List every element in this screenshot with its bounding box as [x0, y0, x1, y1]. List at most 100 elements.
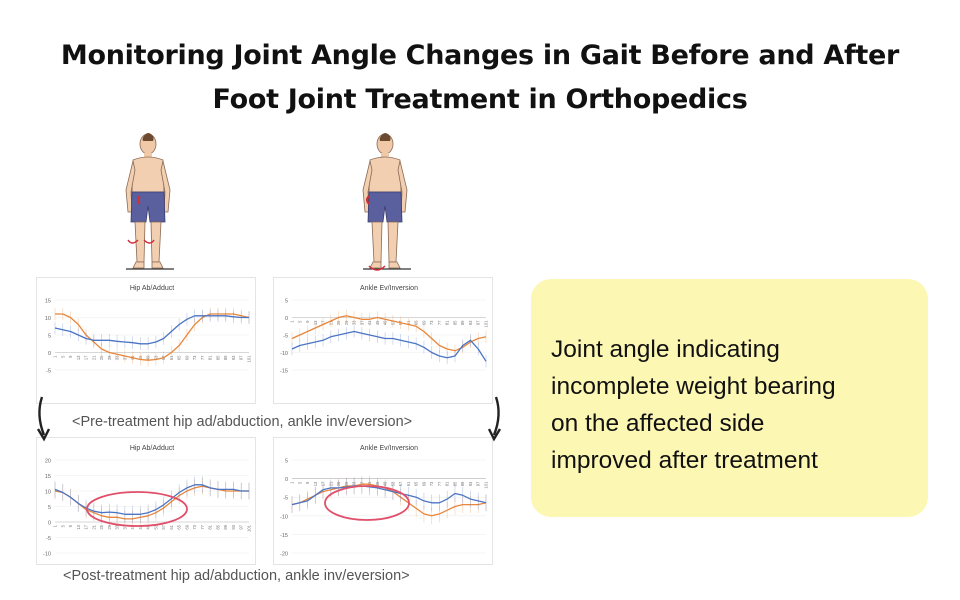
series-line-1 [291, 315, 487, 352]
x-tick-label: 5 [297, 320, 302, 323]
x-tick-label: 93 [231, 355, 236, 360]
y-tick-label: 15 [45, 474, 51, 480]
x-tick-label: 101 [484, 481, 489, 489]
x-tick-label: 25 [99, 355, 104, 360]
x-tick-label: 53 [153, 355, 158, 360]
x-tick-label: 5 [60, 355, 65, 358]
x-tick-label: 69 [184, 524, 189, 529]
series-line-1 [55, 313, 250, 361]
x-tick-label: 1 [290, 320, 295, 323]
y-tick-label: 5 [285, 459, 288, 465]
x-tick-label: 85 [215, 524, 220, 529]
x-tick-label: 5 [297, 481, 302, 484]
x-tick-label: 5 [60, 524, 65, 527]
x-tick-label: 1 [53, 355, 58, 358]
x-tick-label: 77 [200, 355, 205, 360]
caption-pre-treatment: <Pre-treatment hip ad/abduction, ankle i… [72, 414, 413, 430]
x-tick-label: 49 [146, 524, 151, 529]
x-tick-label: 65 [414, 481, 419, 486]
x-tick-label: 25 [336, 320, 341, 325]
x-tick-label: 21 [91, 355, 96, 360]
x-tick-label: 45 [375, 320, 380, 325]
x-tick-label: 37 [122, 355, 127, 360]
x-tick-label: 97 [476, 320, 481, 325]
x-tick-label: 85 [215, 355, 220, 360]
x-tick-label: 77 [200, 524, 205, 529]
x-tick-label: 29 [107, 524, 112, 529]
series-line-1 [291, 483, 487, 517]
y-tick-label: 10 [45, 490, 51, 496]
x-tick-label: 97 [239, 355, 244, 360]
chart-post-hip: Hip Ab/Adduct 20 15 10 5 0 -5 -10 1 5 9 13 17 21 25 29 3… [36, 437, 256, 565]
x-tick-label: 81 [445, 481, 450, 486]
page-title: Monitoring Joint Angle Changes in Gait B… [60, 40, 900, 115]
x-tick-label: 13 [313, 320, 318, 325]
x-tick-label: 49 [146, 355, 151, 360]
y-tick-label: -20 [280, 552, 288, 558]
x-tick-label: 93 [231, 524, 236, 529]
x-tick-label: 1 [290, 481, 295, 484]
x-tick-label: 81 [208, 355, 213, 360]
y-tick-label: -5 [46, 536, 51, 542]
x-tick-label: 65 [177, 524, 182, 529]
y-tick-label: 5 [48, 505, 51, 511]
x-tick-label: 49 [383, 481, 388, 486]
highlight-ellipse [324, 485, 410, 521]
x-tick-label: 61 [406, 481, 411, 486]
x-tick-label: 81 [208, 524, 213, 529]
x-tick-label: 69 [421, 320, 426, 325]
x-tick-label: 93 [468, 320, 473, 325]
y-tick-label: 10 [45, 316, 51, 322]
y-tick-label: 0 [48, 521, 51, 527]
x-tick-label: 17 [321, 481, 326, 486]
x-tick-label: 17 [84, 524, 89, 529]
chart-title: Ankle Ev/Inversion [360, 285, 418, 292]
x-tick-label: 73 [192, 355, 197, 360]
y-tick-label: 0 [48, 351, 51, 357]
x-tick-label: 61 [169, 524, 174, 529]
x-tick-label: 17 [321, 320, 326, 325]
x-tick-label: 9 [68, 355, 73, 358]
x-tick-label: 61 [169, 355, 174, 360]
x-tick-label: 37 [359, 320, 364, 325]
y-tick-label: -10 [280, 351, 288, 357]
curved-arrow-left-icon [36, 396, 51, 442]
x-tick-label: 85 [452, 481, 457, 486]
x-tick-label: 89 [223, 524, 228, 529]
x-tick-label: 37 [122, 524, 127, 529]
body-figure-ankle [362, 133, 411, 271]
x-tick-label: 65 [177, 355, 182, 360]
x-tick-label: 21 [328, 481, 333, 486]
chart-pre-ankle: Ankle Ev/Inversion 5 0 -5 -10 -15 1 5 9 13 17 21 25 2… [273, 277, 493, 404]
x-tick-label: 33 [115, 355, 120, 360]
y-tick-label: 20 [45, 459, 51, 465]
x-tick-label: 73 [429, 320, 434, 325]
x-tick-label: 9 [305, 320, 310, 323]
x-tick-label: 61 [406, 320, 411, 325]
x-tick-label: 85 [452, 320, 457, 325]
x-tick-label: 45 [138, 524, 143, 529]
x-tick-label: 77 [437, 481, 442, 486]
y-tick-label: 5 [48, 334, 51, 340]
x-tick-label: 29 [344, 481, 349, 486]
series-line-2 [54, 315, 249, 345]
series-line-2 [291, 485, 487, 506]
x-tick-label: 89 [223, 355, 228, 360]
x-tick-label: 81 [445, 320, 450, 325]
x-tick-label: 9 [68, 524, 73, 527]
x-tick-label: 25 [336, 481, 341, 486]
x-tick-label: 33 [352, 320, 357, 325]
x-tick-label: 33 [352, 481, 357, 486]
x-tick-label: 97 [239, 524, 244, 529]
x-tick-label: 9 [305, 481, 310, 484]
x-tick-label: 45 [138, 355, 143, 360]
y-tick-label: -10 [280, 514, 288, 520]
x-tick-label: 21 [328, 320, 333, 325]
x-tick-label: 101 [247, 524, 252, 532]
body-figure-hip [125, 133, 174, 270]
series-line-2 [291, 330, 487, 362]
y-tick-label: -5 [283, 496, 288, 502]
x-tick-label: 53 [390, 320, 395, 325]
